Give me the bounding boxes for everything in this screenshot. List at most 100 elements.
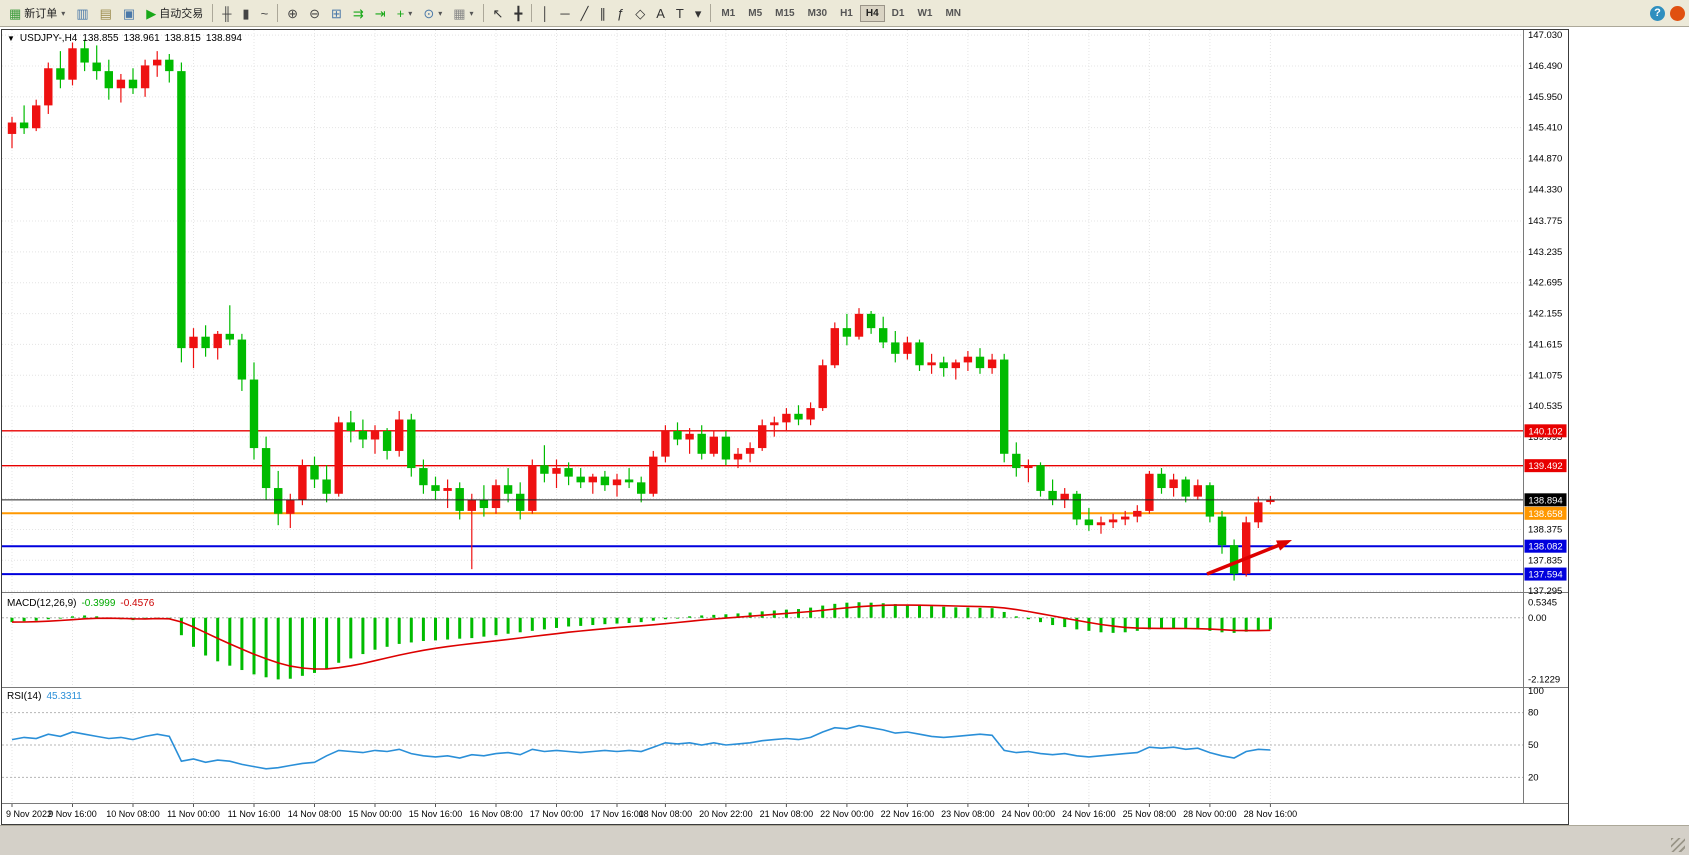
chart-shift-icon: ⇥ <box>374 5 386 21</box>
ohlc-close: 138.894 <box>205 33 242 44</box>
candle <box>1193 479 1202 500</box>
chevron-down-icon: ▾ <box>408 8 413 18</box>
candle <box>165 53 174 83</box>
periods-button[interactable]: ⊙ ▾ <box>418 1 447 25</box>
svg-text:138.658: 138.658 <box>1528 509 1562 520</box>
resize-grip[interactable] <box>1671 838 1685 852</box>
zoom-out-button[interactable]: ⊖ <box>304 1 325 25</box>
rsi-scale-label: 50 <box>1528 740 1539 751</box>
timeframe-h4[interactable]: H4 <box>859 4 885 22</box>
candle <box>140 59 150 97</box>
market-watch-button[interactable]: ▣ <box>118 1 140 25</box>
timeframe-m1[interactable]: M1 <box>721 7 736 19</box>
candle <box>153 51 162 77</box>
candle <box>624 468 634 489</box>
timeframe-m15[interactable]: M15 <box>775 7 795 19</box>
chevron-down-icon[interactable]: ▼ <box>7 34 15 43</box>
chevron-down-icon: ▾ <box>438 8 443 18</box>
horizontal-line-button[interactable]: ─ <box>555 1 574 25</box>
shapes-button[interactable]: ◇ <box>630 1 650 25</box>
candle <box>1096 516 1106 534</box>
price-tick-label: 141.615 <box>1528 339 1562 350</box>
timeframe-h1[interactable]: H1 <box>840 7 853 19</box>
templates-button[interactable]: ▦ ▾ <box>448 1 478 25</box>
chart-title: ▼ USDJPY-,H4 138.855 138.961 138.815 138… <box>7 33 242 44</box>
chevron-down-icon: ▾ <box>469 8 474 18</box>
horizontal-lines-layer[interactable] <box>2 430 1523 576</box>
candles-chart-icon: ▮ <box>242 5 250 21</box>
chart-shift-button[interactable]: ⇥ <box>370 1 391 25</box>
candle <box>44 62 53 114</box>
notification-icon[interactable] <box>1670 5 1685 21</box>
candle <box>637 476 646 503</box>
arrows-button[interactable]: ▾ <box>690 1 707 25</box>
candle <box>721 430 731 466</box>
rsi-pane <box>2 712 1523 778</box>
zoom-in-button[interactable]: ⊕ <box>282 1 303 25</box>
trendline-icon: ╱ <box>580 5 589 21</box>
text-button[interactable]: A <box>651 1 670 25</box>
timeframe-m30[interactable]: M30 <box>807 7 828 19</box>
fibonacci-button[interactable]: ƒ <box>612 1 629 25</box>
market-watch-icon: ▣ <box>122 5 136 21</box>
help-icon[interactable]: ? <box>1650 5 1665 21</box>
candle <box>56 51 65 89</box>
time-label: 18 Nov 08:00 <box>639 809 693 819</box>
candle <box>32 99 41 132</box>
time-label: 28 Nov 16:00 <box>1244 809 1298 819</box>
workspace: 147.030 146.490 145.950 145.410 144.870 144.3… <box>0 27 1689 855</box>
chart-canvas[interactable]: 147.030 146.490 145.950 145.410 144.870 144.3… <box>2 30 1568 824</box>
candle <box>261 436 271 500</box>
trendline-button[interactable]: ╱ <box>576 1 594 25</box>
periods-icon: ⊙ <box>423 5 435 21</box>
macd-scale-label: -2.1229 <box>1528 674 1560 685</box>
channel-icon: ∥ <box>599 5 606 21</box>
vertical-line-button[interactable]: │ <box>536 1 554 25</box>
trend-arrow-annotation[interactable] <box>1206 540 1292 576</box>
crosshair-button[interactable]: ╋ <box>509 1 527 25</box>
indicators-button[interactable]: + ▾ <box>392 1 418 25</box>
line-chart-button[interactable]: ~ <box>256 1 274 25</box>
candle <box>1048 479 1057 506</box>
timeframe-m5[interactable]: M5 <box>748 7 763 19</box>
bars-chart-icon: ╫ <box>222 5 232 21</box>
candles-chart-button[interactable]: ▮ <box>237 1 254 25</box>
candle <box>1169 473 1178 497</box>
profiles-button[interactable]: ▤ <box>95 1 117 25</box>
cursor-button[interactable]: ↖ <box>488 1 509 25</box>
candle <box>939 356 948 377</box>
candle <box>830 322 839 369</box>
price-tick-label: 137.295 <box>1528 586 1562 597</box>
bars-chart-button[interactable]: ╫ <box>217 1 236 25</box>
new-order-icon: ▦ <box>9 5 22 21</box>
svg-text:138.894: 138.894 <box>1528 495 1562 506</box>
timeframe-d1[interactable]: D1 <box>891 7 905 19</box>
macd-name: MACD(12,26,9) <box>7 598 77 609</box>
channel-button[interactable]: ∥ <box>594 1 611 25</box>
autotrading-button[interactable]: ▶ 自动交易 <box>141 1 208 25</box>
chart-window[interactable]: 147.030 146.490 145.950 145.410 144.870 144.3… <box>1 29 1569 825</box>
status-strip <box>0 825 1689 855</box>
pane-dividers <box>2 30 1568 804</box>
rsi-scale-label: 100 <box>1528 686 1544 697</box>
zoom-in-icon: ⊕ <box>287 5 299 21</box>
candle <box>1181 476 1190 503</box>
tile-windows-button[interactable]: ⊞ <box>326 1 347 25</box>
new-order-button[interactable]: ▦ 新订单 ▾ <box>4 1 70 25</box>
price-tick-label: 138.375 <box>1528 524 1562 535</box>
time-label: 24 Nov 00:00 <box>1002 809 1056 819</box>
candle <box>891 330 900 363</box>
toolbar-separator <box>531 4 533 22</box>
timeframe-w1[interactable]: W1 <box>917 7 933 19</box>
chart-window-button[interactable]: ▥ <box>71 1 93 25</box>
auto-scroll-button[interactable]: ⇉ <box>348 1 369 25</box>
time-label: 28 Nov 00:00 <box>1183 809 1237 819</box>
candle <box>794 405 803 426</box>
price-tick-label: 144.330 <box>1528 184 1562 195</box>
text-label-button[interactable]: T <box>671 1 689 25</box>
price-scale[interactable]: 147.030 146.490 145.950 145.410 144.870 144.3… <box>1524 30 1567 783</box>
candle <box>709 430 718 457</box>
candle <box>1036 462 1045 497</box>
timeframe-mn[interactable]: MN <box>945 7 962 19</box>
